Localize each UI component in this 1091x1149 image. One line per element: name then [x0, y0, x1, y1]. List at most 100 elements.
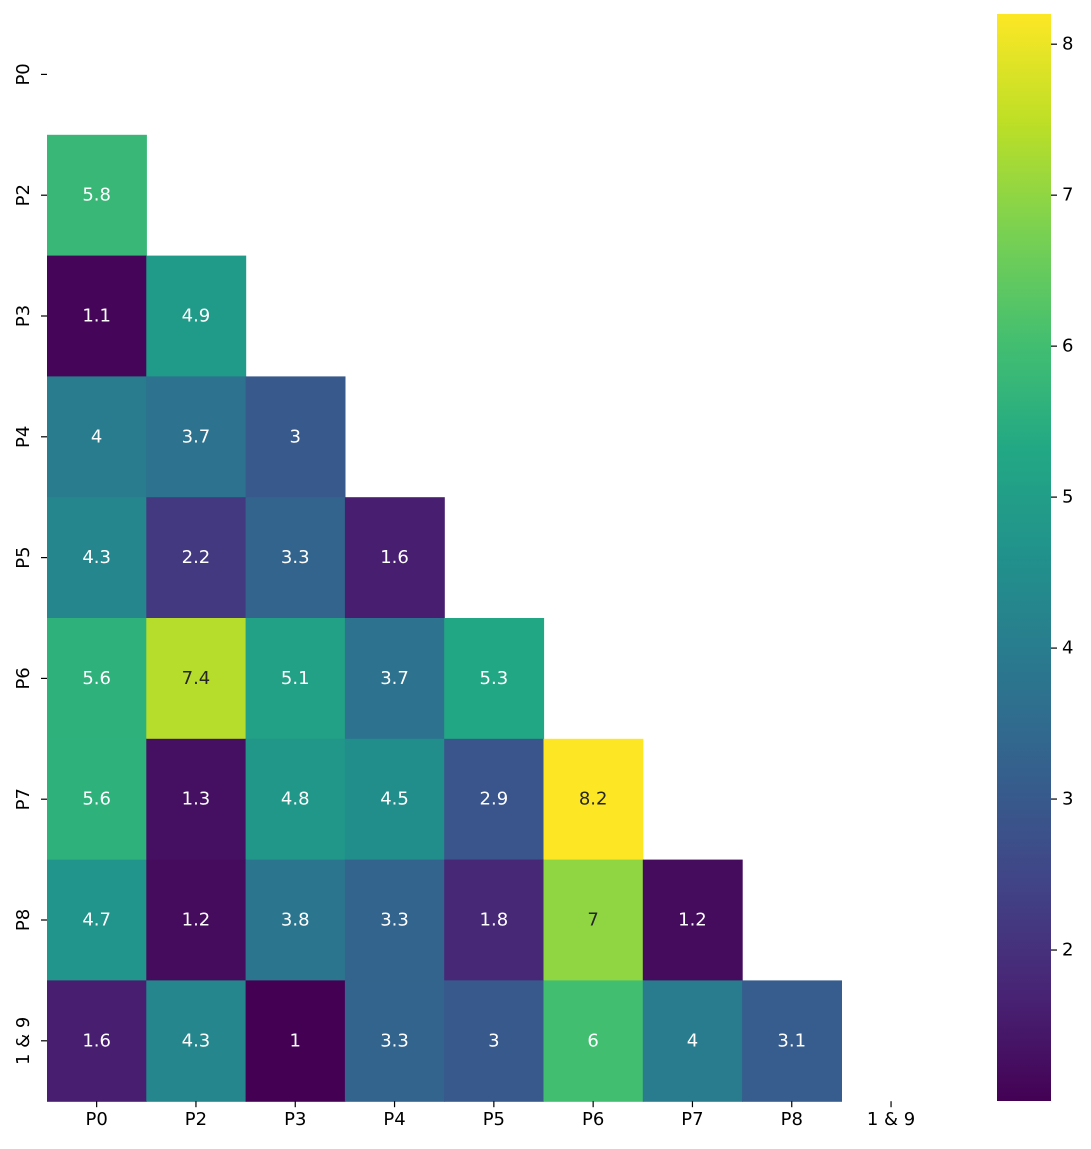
y-axis: P0 P2 P3 P4 P5 P6 P7 P8 1 & 9 [13, 63, 47, 1065]
y-tick-label: 1 & 9 [13, 1017, 34, 1065]
cell-value-label: 4 [687, 1030, 698, 1051]
cell-value-label: 3 [488, 1030, 499, 1051]
x-tick-label: P2 [185, 1109, 207, 1130]
colorbar-tick-label: 5 [1062, 487, 1073, 508]
cell-value-label: 8.2 [579, 789, 608, 810]
heatmap-cell-1-9-p8 [742, 980, 842, 1102]
cell-value-label: 1.2 [182, 910, 211, 931]
cell-value-label: 2.2 [182, 547, 211, 568]
cell-value-label: 3.3 [380, 910, 409, 931]
cell-value-label: 5.1 [281, 668, 310, 689]
x-tick-label: P7 [681, 1109, 703, 1130]
cell-value-label: 5.3 [480, 668, 509, 689]
heatmap-cell-p8-p3 [245, 859, 346, 981]
heatmap-cell-p7-p6 [543, 738, 644, 861]
heatmap-cell-p7-p0 [47, 738, 147, 861]
cell-value-label: 4.3 [82, 547, 111, 568]
cell-value-label: 3.8 [281, 910, 310, 931]
heatmap-cell-p4-p2 [146, 376, 247, 498]
y-tick-label: P8 [13, 909, 34, 931]
cell-value-label: 3.3 [380, 1030, 409, 1051]
x-tick-label: P8 [781, 1109, 803, 1130]
cell-value-label: 4.3 [182, 1030, 211, 1051]
heatmap-cell-p7-p2 [146, 738, 247, 861]
cell-value-label: 3.1 [777, 1030, 806, 1051]
heatmap-cell-p6-p3 [245, 618, 346, 740]
cell-value-label: 5.6 [82, 789, 111, 810]
cell-value-label: 3.7 [182, 426, 211, 447]
cell-annotations: 5.8 1.1 4.9 4 3.7 3 4.3 2.2 3.3 1.6 5.6 7.4 5.1 3.7 5.… [82, 185, 806, 1052]
heatmap-cells [47, 134, 842, 1102]
x-tick-label: P6 [582, 1109, 604, 1130]
cell-value-label: 1.2 [678, 910, 707, 931]
x-tick-label: 1 & 9 [867, 1109, 915, 1130]
y-tick-label: P0 [13, 63, 34, 85]
cell-value-label: 1.1 [82, 306, 111, 327]
heatmap-cell-p4-p3 [245, 376, 346, 498]
heatmap-cell-1-9-p7 [642, 980, 743, 1102]
cell-value-label: 5.6 [82, 668, 111, 689]
colorbar-tick-label: 8 [1062, 34, 1073, 55]
x-tick-label: P4 [383, 1109, 405, 1130]
cell-value-label: 4.5 [380, 789, 409, 810]
heatmap-cell-p5-p0 [47, 497, 147, 619]
colorbar-tick-label: 3 [1062, 789, 1073, 810]
x-tick-label: P0 [85, 1109, 107, 1130]
cell-value-label: 6 [587, 1030, 598, 1051]
heatmap-cell-p3-p0 [47, 255, 147, 377]
heatmap-cell-p4-p0 [47, 376, 147, 498]
x-tick-label: P3 [284, 1109, 306, 1130]
heatmap-cell-1-9-p5 [444, 980, 545, 1102]
y-tick-label: P4 [13, 426, 34, 448]
heatmap-cell-p7-p3 [245, 738, 346, 861]
cell-value-label: 1.8 [480, 910, 509, 931]
heatmap-cell-p8-p0 [47, 859, 147, 981]
y-tick-label: P2 [13, 184, 34, 206]
heatmap-cell-1-9-p0 [47, 980, 147, 1102]
heatmap-cell-p6-p0 [47, 618, 147, 740]
cell-value-label: 1.6 [82, 1030, 111, 1051]
y-tick-label: P5 [13, 546, 34, 568]
y-tick-label: P6 [13, 667, 34, 689]
colorbar-tick-label: 4 [1062, 638, 1073, 659]
heatmap-cell-1-9-p3 [245, 980, 346, 1102]
cell-value-label: 5.8 [82, 185, 111, 206]
heatmap-cell-p7-p5 [444, 738, 545, 861]
heatmap-cell-p3-p2 [146, 255, 247, 377]
x-tick-label: P5 [483, 1109, 505, 1130]
colorbar-tick-label: 6 [1062, 336, 1073, 357]
colorbar: 2 3 4 5 6 7 8 [997, 14, 1073, 1101]
cell-value-label: 4.9 [182, 306, 211, 327]
heatmap-cell-p5-p4 [344, 497, 445, 619]
heatmap-cell-1-9-p2 [146, 980, 247, 1102]
heatmap-cell-p5-p3 [245, 497, 346, 619]
cell-value-label: 4 [91, 426, 102, 447]
heatmap-cell-1-9-p6 [543, 980, 644, 1102]
heatmap-cell-p8-p5 [444, 859, 545, 981]
heatmap-cell-p6-p4 [344, 618, 445, 740]
heatmap-cell-p8-p4 [344, 859, 445, 981]
heatmap-cell-p6-p5 [444, 618, 545, 740]
y-tick-label: P7 [13, 788, 34, 810]
colorbar-tick-label: 7 [1062, 185, 1073, 206]
heatmap-cell-1-9-p4 [344, 980, 445, 1102]
colorbar-gradient [997, 14, 1051, 1101]
heatmap-cell-p8-p7 [642, 859, 743, 981]
heatmap-cell-p6-p2 [146, 618, 247, 740]
cell-value-label: 3 [290, 426, 301, 447]
heatmap-cell-p8-p6 [543, 859, 644, 981]
y-tick-label: P3 [13, 305, 34, 327]
cell-value-label: 1.6 [380, 547, 409, 568]
cell-value-label: 7.4 [182, 668, 211, 689]
heatmap-cell-p2-p0 [47, 134, 147, 257]
colorbar-tick-label: 2 [1062, 940, 1073, 961]
heatmap-cell-p5-p2 [146, 497, 247, 619]
cell-value-label: 2.9 [480, 789, 509, 810]
cell-value-label: 4.7 [82, 910, 111, 931]
cell-value-label: 4.8 [281, 789, 310, 810]
x-axis: P0 P2 P3 P4 P5 P6 P7 P8 1 & 9 [85, 1101, 915, 1130]
cell-value-label: 7 [587, 910, 598, 931]
heatmap-cell-p8-p2 [146, 859, 247, 981]
cell-value-label: 3.7 [380, 668, 409, 689]
